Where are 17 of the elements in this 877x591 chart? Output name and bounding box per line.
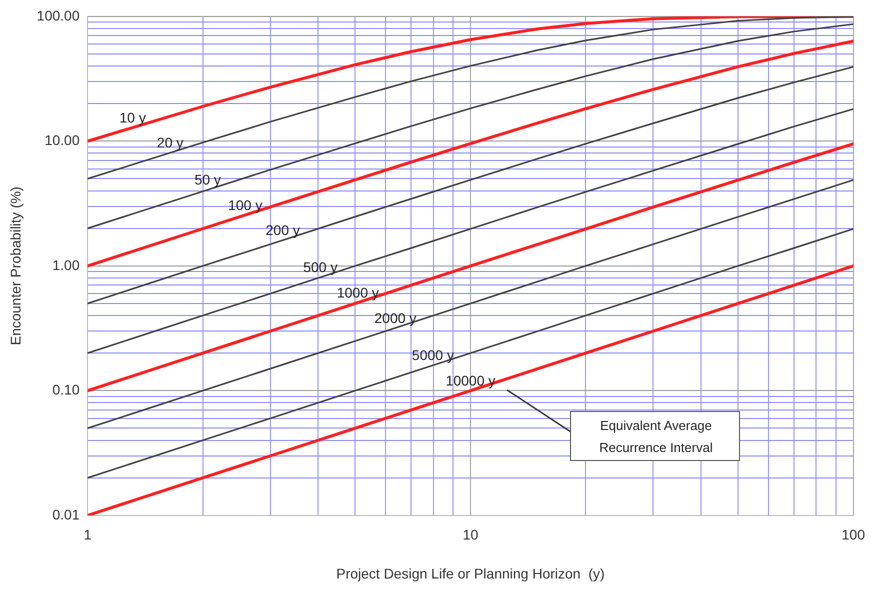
- series-label: 5000 y: [412, 347, 454, 364]
- series-label: 200 y: [266, 222, 300, 238]
- series-label: 10 y: [119, 109, 146, 126]
- y-tick-label: 0.01: [52, 506, 80, 522]
- y-tick-label: 10.00: [44, 132, 80, 148]
- series-label: 100 y: [228, 196, 262, 213]
- series-label: 50 y: [194, 172, 221, 188]
- y-tick-label: 100.00: [36, 7, 80, 24]
- y-axis-title: Encounter Probability (%): [7, 186, 24, 346]
- x-tick-label: 10: [462, 526, 478, 543]
- x-tick-label: 1: [84, 526, 92, 543]
- y-tick-label: 1.00: [52, 256, 80, 273]
- series-label: 20 y: [156, 134, 184, 151]
- y-tick-label: 0.10: [52, 382, 80, 398]
- x-axis-title: Project Design Life or Planning Horizon (y): [336, 565, 605, 582]
- x-tick-label: 100: [842, 526, 866, 543]
- series-label: 500 y: [303, 259, 338, 276]
